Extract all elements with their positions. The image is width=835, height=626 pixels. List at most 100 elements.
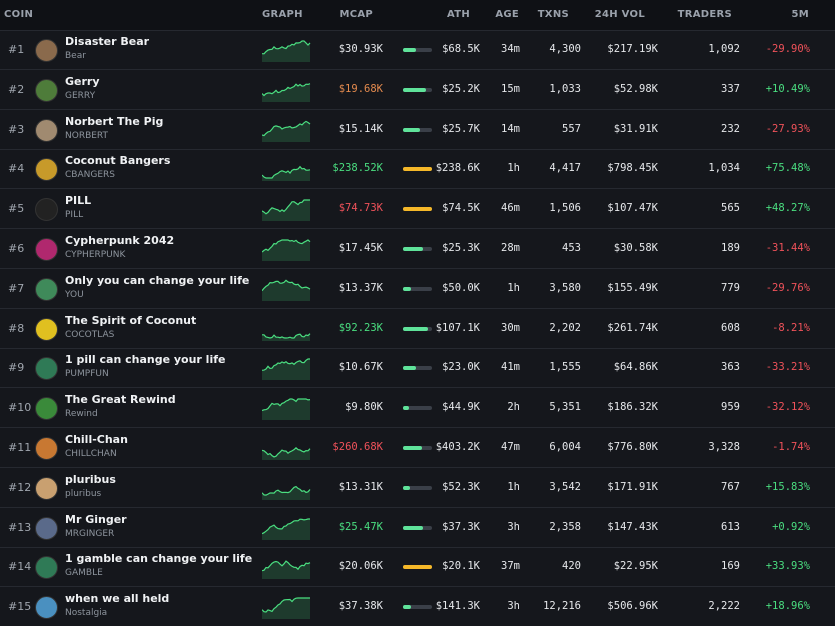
column-header[interactable]: 5M bbox=[791, 9, 809, 20]
sparkline-path bbox=[262, 280, 310, 301]
token-row[interactable]: #14 1 gamble can change your life GAMBLE $2… bbox=[0, 547, 835, 588]
volume-24h: $64.86K bbox=[613, 361, 658, 374]
avatar bbox=[35, 78, 58, 102]
volume-24h: $147.43K bbox=[607, 520, 658, 533]
transactions: 6,004 bbox=[549, 441, 581, 453]
coin-name: 1 pill can change your life bbox=[65, 353, 226, 367]
sparkline-path bbox=[262, 398, 311, 412]
coin-name: 1 gamble can change your life bbox=[65, 552, 253, 566]
rank: #2 bbox=[8, 82, 25, 96]
traders: 169 bbox=[721, 560, 740, 573]
ath-progress-fill bbox=[403, 326, 428, 331]
sparkline bbox=[262, 279, 311, 301]
column-header[interactable]: 24H VOL bbox=[594, 9, 645, 20]
transactions: 3,580 bbox=[549, 281, 581, 294]
sparkline-path bbox=[262, 446, 311, 458]
all-time-high: $52.3K bbox=[442, 480, 480, 493]
column-header[interactable]: TRADERS bbox=[677, 9, 732, 20]
market-cap: $74.73K bbox=[338, 202, 383, 215]
token-row[interactable]: #3 Norbert The Pig NORBERT $15.14K $25.7K 14m… bbox=[0, 110, 835, 150]
column-header: GRAPH bbox=[262, 9, 303, 20]
change-5m: -32.12% bbox=[765, 401, 810, 414]
change-5m: -1.74% bbox=[772, 441, 810, 453]
token-row[interactable]: #8 The Spirit of Coconut COCOTLAS $92.23K $1… bbox=[0, 309, 835, 349]
sparkline-path bbox=[262, 560, 311, 572]
traders: 232 bbox=[721, 122, 740, 135]
avatar bbox=[35, 437, 58, 460]
age: 34m bbox=[501, 43, 520, 55]
token-row[interactable]: #13 Mr Ginger MRGINGER $25.47K $37.3K 3h 2,358… bbox=[0, 508, 835, 548]
volume-24h: $776.80K bbox=[607, 441, 658, 453]
ath-progress bbox=[403, 207, 432, 212]
coin-name: Mr Ginger bbox=[65, 512, 127, 526]
sparkline-path bbox=[262, 240, 310, 261]
transactions: 4,417 bbox=[549, 162, 581, 175]
change-5m: -29.90% bbox=[765, 43, 810, 55]
token-row[interactable]: #9 1 pill can change your life PUMPFUN $10.… bbox=[0, 348, 835, 389]
sparkline bbox=[262, 82, 311, 102]
all-time-high: $50.0K bbox=[442, 281, 480, 294]
sparkline-path bbox=[262, 518, 310, 540]
market-cap: $13.31K bbox=[338, 480, 383, 493]
sparkline bbox=[262, 446, 311, 460]
token-row[interactable]: #2 Gerry GERRY $19.68K $25.2K 15m 1,033 $52.98K… bbox=[0, 70, 835, 110]
ath-progress bbox=[403, 247, 432, 251]
column-header[interactable]: ATH bbox=[446, 9, 470, 20]
ath-progress bbox=[403, 525, 432, 530]
token-row[interactable]: #7 Only you can change your life YOU $13.37… bbox=[0, 269, 835, 309]
ath-progress bbox=[403, 326, 432, 331]
market-cap: $92.23K bbox=[338, 321, 383, 334]
token-row[interactable]: #6 Cypherpunk 2042 CYPHERPUNK $17.45K $25.3K… bbox=[0, 229, 835, 269]
column-header[interactable]: MCAP bbox=[339, 9, 373, 20]
market-cap: $19.68K bbox=[338, 82, 383, 95]
token-row[interactable]: #5 PILL PILL $74.73K $74.5K 46m 1,506 $107.47K 5… bbox=[0, 189, 835, 230]
coin-name: The Spirit of Coconut bbox=[65, 313, 197, 327]
ath-progress-fill bbox=[403, 406, 410, 411]
ath-progress-fill bbox=[403, 565, 432, 570]
avatar bbox=[35, 357, 58, 381]
sparkline bbox=[262, 166, 311, 182]
sparkline-path bbox=[262, 598, 310, 620]
avatar bbox=[35, 317, 58, 341]
coin-name: Only you can change your life bbox=[65, 273, 250, 287]
change-5m: +18.96% bbox=[765, 600, 810, 613]
coin-ticker: CYPHERPUNK bbox=[65, 250, 126, 260]
ath-progress-fill bbox=[403, 366, 417, 371]
change-5m: -29.76% bbox=[765, 281, 810, 294]
transactions: 1,506 bbox=[549, 202, 581, 215]
all-time-high: $25.2K bbox=[442, 82, 480, 95]
coin-ticker: MRGINGER bbox=[65, 528, 115, 539]
token-row[interactable]: #12 pluribus pluribus $13.31K $52.3K 1h 3,542 $… bbox=[0, 468, 835, 508]
token-row[interactable]: #11 Chill-Chan CHILLCHAN $260.68K $403.2K 47m… bbox=[0, 428, 835, 468]
volume-24h: $155.49K bbox=[607, 281, 658, 294]
transactions: 12,216 bbox=[543, 600, 581, 613]
token-row[interactable]: #1 Disaster Bear Bear $30.93K $68.5K 34m 4,300… bbox=[0, 30, 835, 70]
coin-ticker: PILL bbox=[65, 210, 84, 221]
volume-24h: $798.45K bbox=[607, 162, 658, 175]
coin-name: Coconut Bangers bbox=[65, 154, 171, 168]
coin-ticker: COCOTLAS bbox=[65, 329, 115, 340]
traders: 2,222 bbox=[708, 600, 740, 613]
change-5m: +0.92% bbox=[772, 520, 810, 533]
change-5m: -33.21% bbox=[765, 361, 810, 374]
token-row[interactable]: #4 Coconut Bangers CBANGERS $238.52K $238.6K… bbox=[0, 149, 835, 190]
market-cap: $20.06K bbox=[338, 560, 383, 573]
change-5m: +33.93% bbox=[765, 560, 810, 573]
transactions: 3,542 bbox=[549, 480, 581, 493]
column-header[interactable]: TXNS bbox=[537, 9, 569, 20]
sparkline-path bbox=[262, 167, 310, 182]
coin-ticker: YOU bbox=[65, 289, 84, 300]
sparkline bbox=[262, 120, 311, 142]
age: 46m bbox=[501, 202, 520, 215]
column-header[interactable]: AGE bbox=[495, 9, 519, 20]
all-time-high: $403.2K bbox=[435, 441, 480, 453]
avatar bbox=[35, 238, 58, 261]
token-row[interactable]: #15 when we all held Nostalgia $37.38K $141.… bbox=[0, 587, 835, 626]
sparkline-path bbox=[262, 40, 311, 55]
coin-ticker: CHILLCHAN bbox=[65, 449, 117, 459]
market-cap: $238.52K bbox=[332, 162, 383, 175]
age: 41m bbox=[501, 361, 520, 374]
age: 1h bbox=[507, 162, 520, 175]
ath-progress bbox=[403, 87, 432, 92]
token-row[interactable]: #10 The Great Rewind Rewind $9.80K $44.9K 2h 5… bbox=[0, 388, 835, 429]
